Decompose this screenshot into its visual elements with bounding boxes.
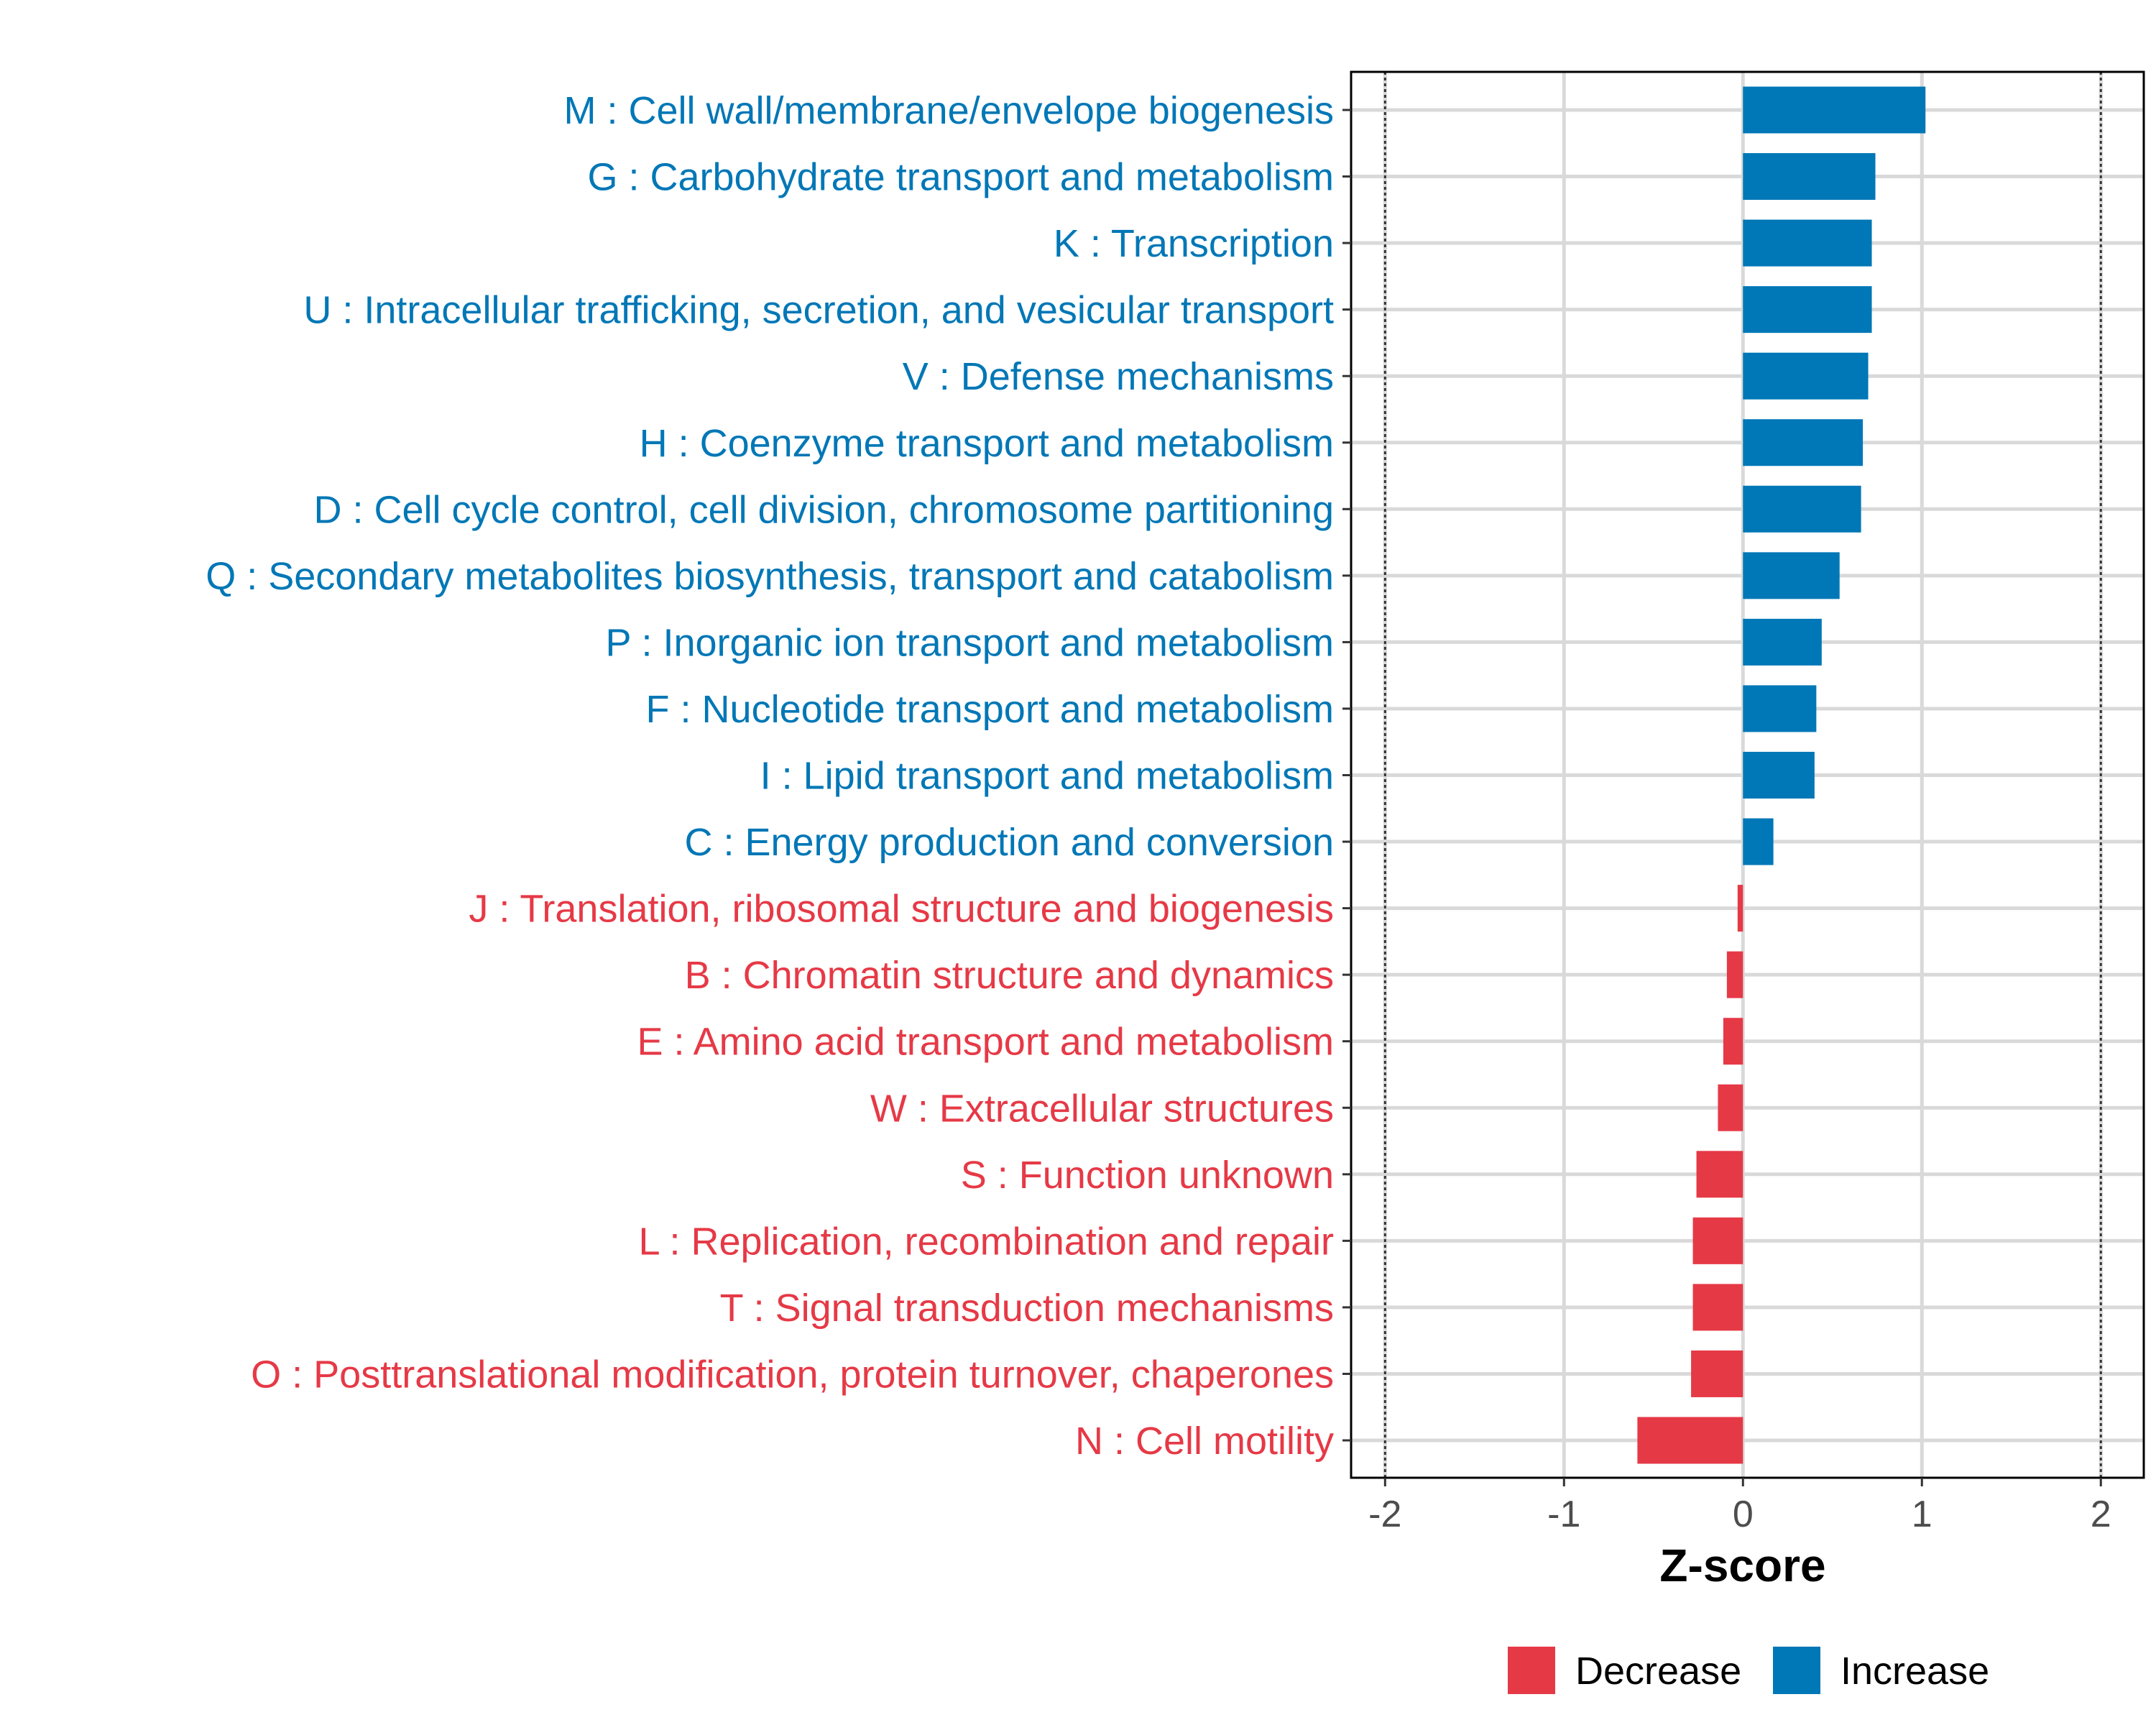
category-label: W : Extracellular structures: [870, 1087, 1334, 1130]
category-label: L : Replication, recombination and repai…: [638, 1220, 1334, 1263]
bar: [1743, 485, 1861, 533]
category-label: O : Posttranslational modification, prot…: [251, 1353, 1334, 1396]
legend-label-decrease: Decrease: [1575, 1650, 1741, 1693]
category-label: V : Defense mechanisms: [903, 355, 1334, 398]
bar: [1692, 1217, 1743, 1264]
x-axis-ticks: -2 -1 0 1 2: [1368, 1478, 2111, 1535]
category-label: E : Amino acid transport and metabolism: [637, 1021, 1334, 1064]
category-label: I : Lipid transport and metabolism: [760, 755, 1334, 798]
bar: [1743, 352, 1869, 400]
bar: [1692, 1284, 1743, 1331]
bar: [1696, 1151, 1743, 1198]
legend-swatch-decrease: [1508, 1647, 1555, 1694]
reference-lines: [1383, 72, 2102, 1478]
bar: [1743, 552, 1840, 599]
category-label: J : Translation, ribosomal structure and…: [469, 888, 1334, 931]
bar: [1743, 752, 1815, 799]
x-tick-label: 2: [2091, 1494, 2111, 1535]
category-label: N : Cell motility: [1075, 1420, 1334, 1463]
category-label: D : Cell cycle control, cell division, c…: [313, 488, 1334, 531]
bar: [1743, 419, 1864, 466]
bar: [1743, 618, 1822, 666]
bar: [1743, 86, 1926, 134]
category-label: C : Energy production and conversion: [684, 821, 1334, 864]
bar: [1637, 1417, 1743, 1464]
category-label: T : Signal transduction mechanisms: [720, 1287, 1334, 1330]
x-tick-label: -1: [1547, 1494, 1580, 1535]
category-label: G : Carbohydrate transport and metabolis…: [588, 156, 1335, 199]
bar: [1691, 1350, 1743, 1397]
x-axis-title: Z-score: [1659, 1540, 1825, 1591]
x-tick-label: 0: [1733, 1494, 1754, 1535]
category-label: P : Inorganic ion transport and metaboli…: [605, 621, 1334, 664]
category-label: M : Cell wall/membrane/envelope biogenes…: [563, 89, 1334, 132]
legend-swatch-increase: [1773, 1647, 1820, 1694]
category-label: F : Nucleotide transport and metabolism: [646, 688, 1334, 731]
bar: [1743, 818, 1774, 865]
x-tick-label: -2: [1368, 1494, 1401, 1535]
bars: [1637, 86, 1926, 1464]
legend: Decrease Increase: [1508, 1647, 1989, 1694]
bar: [1743, 219, 1872, 267]
x-tick-label: 1: [1912, 1494, 1932, 1535]
bar: [1718, 1084, 1743, 1131]
bar: [1737, 885, 1743, 932]
category-label: K : Transcription: [1054, 222, 1334, 265]
bar: [1743, 153, 1876, 201]
bar: [1743, 685, 1817, 732]
category-label: B : Chromatin structure and dynamics: [685, 954, 1334, 997]
bar: [1726, 951, 1743, 998]
legend-label-increase: Increase: [1841, 1650, 1989, 1693]
category-label: S : Function unknown: [961, 1154, 1334, 1197]
bar: [1723, 1018, 1743, 1065]
category-label: U : Intracellular trafficking, secretion…: [303, 289, 1334, 332]
bar: [1743, 286, 1872, 334]
category-label: H : Coenzyme transport and metabolism: [640, 422, 1334, 465]
category-label: Q : Secondary metabolites biosynthesis, …: [206, 555, 1334, 598]
category-labels: M : Cell wall/membrane/envelope biogenes…: [206, 89, 1351, 1463]
